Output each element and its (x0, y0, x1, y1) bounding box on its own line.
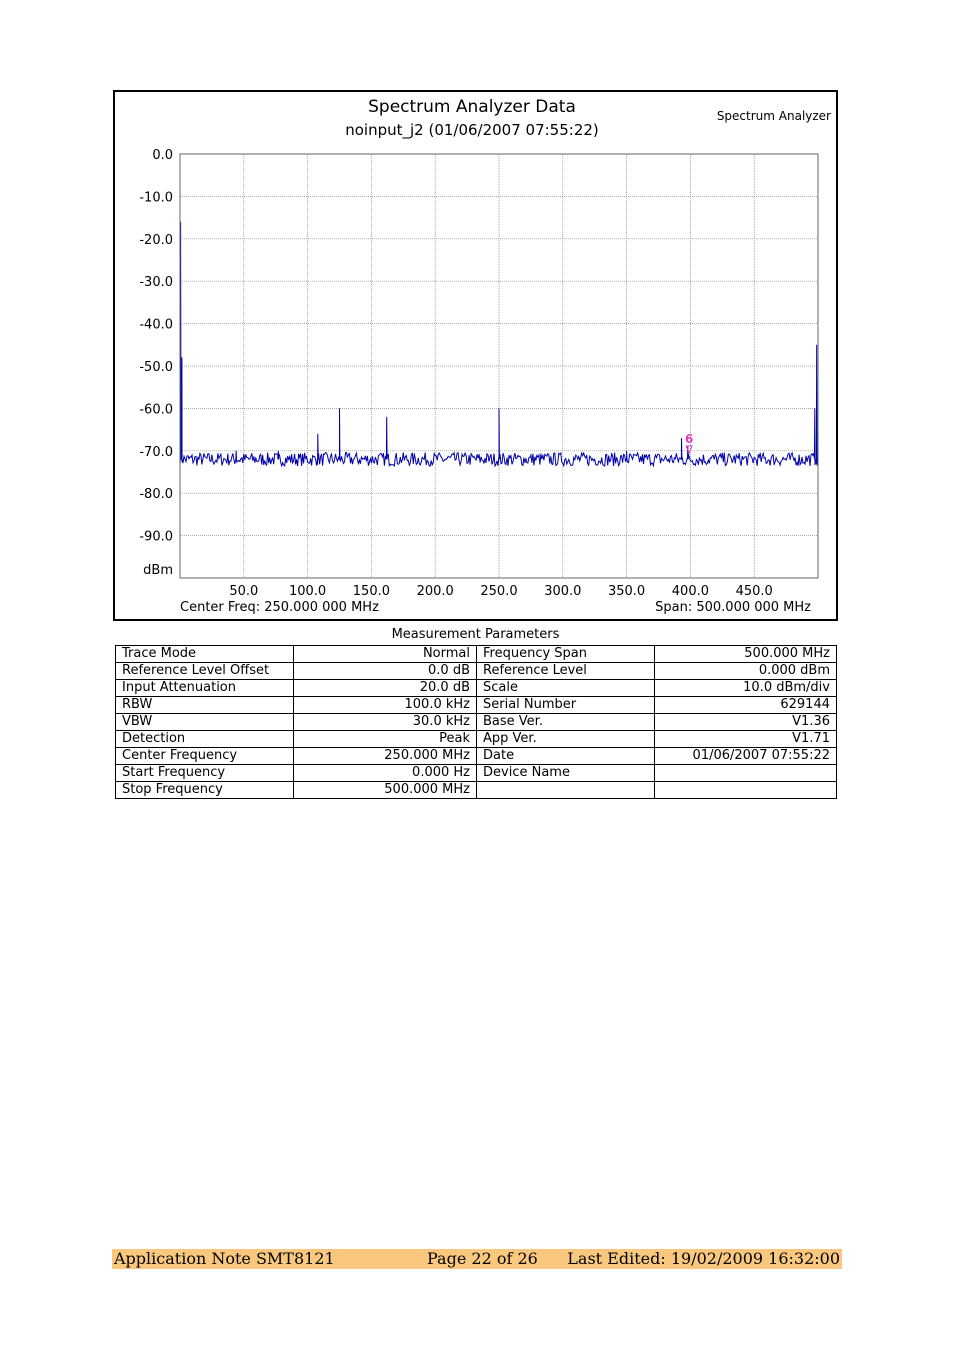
param-value: 0.000 dBm (654, 662, 837, 680)
center-freq-label: Center Freq: 250.000 000 MHz (180, 600, 379, 615)
param-value: Peak (293, 730, 477, 748)
y-tick-label: -70.0 (139, 445, 173, 460)
x-tick-label: 450.0 (736, 584, 773, 599)
param-name: Device Name (476, 764, 655, 782)
chart-trace-layer: 6 (179, 221, 819, 468)
x-tick-label: 350.0 (608, 584, 645, 599)
param-name: Reference Level (476, 662, 655, 680)
table-row: Trace Mode Normal Frequency Span 500.000 MH… (115, 645, 837, 663)
param-value: 10.0 dBm/div (654, 679, 837, 697)
span-label: Span: 500.000 000 MHz (655, 600, 811, 615)
param-value: 500.000 MHz (654, 645, 837, 663)
param-value (654, 764, 837, 782)
spectrum-chart-svg: Spectrum Analyzer Data noinput_j2 (01/06… (139, 97, 831, 615)
params-title: Measurement Parameters (391, 627, 560, 642)
param-name: VBW (115, 713, 294, 731)
chart-title: Spectrum Analyzer Data (368, 97, 576, 117)
param-value (654, 781, 837, 799)
table-row: Reference Level Offset 0.0 dB Reference Le… (115, 662, 837, 680)
table-row: Start Frequency 0.000 Hz Device Name (115, 764, 837, 782)
param-name: Reference Level Offset (115, 662, 294, 680)
param-value: 629144 (654, 696, 837, 714)
x-tick-label: 400.0 (672, 584, 709, 599)
param-value: 100.0 kHz (293, 696, 477, 714)
chart-tick-labels: 50.0 100.0 150.0 200.0 250.0 300.0 350.0 400.0 4… (139, 148, 772, 599)
param-value: 20.0 dB (293, 679, 477, 697)
y-tick-label: -10.0 (139, 190, 173, 205)
param-value: V1.36 (654, 713, 837, 731)
x-tick-label: 200.0 (417, 584, 454, 599)
param-value: V1.71 (654, 730, 837, 748)
y-tick-label: -90.0 (139, 530, 173, 545)
param-value: 30.0 kHz (293, 713, 477, 731)
marker-label: 6 (685, 432, 693, 446)
param-name: RBW (115, 696, 294, 714)
footer-page-number: Page 22 of 26 (427, 1249, 538, 1268)
param-name: Serial Number (476, 696, 655, 714)
footer-last-edited: Last Edited: 19/02/2009 16:32:00 (567, 1249, 840, 1268)
chart-grid (180, 153, 818, 578)
marker-triangle-icon (685, 445, 693, 455)
param-name: Input Attenuation (115, 679, 294, 697)
param-name: Center Frequency (115, 747, 294, 765)
chart-brand: Spectrum Analyzer (717, 109, 831, 123)
table-row: VBW 30.0 kHz Base Ver. V1.36 (115, 713, 837, 731)
footer-doc-name: Application Note SMT8121 (114, 1249, 335, 1268)
table-row: Center Frequency 250.000 MHz Date 01/06/200… (115, 747, 837, 765)
param-name (476, 781, 655, 799)
y-unit-label: dBm (143, 563, 173, 578)
x-tick-label: 50.0 (229, 584, 258, 599)
measurement-parameters-table: Trace Mode Normal Frequency Span 500.000 MH… (115, 645, 837, 799)
param-name: Start Frequency (115, 764, 294, 782)
page-footer: Application Note SMT8121 Page 22 of 26 L… (112, 1249, 842, 1269)
y-tick-label: -50.0 (139, 360, 173, 375)
param-name: Stop Frequency (115, 781, 294, 799)
param-name: Date (476, 747, 655, 765)
param-value: Normal (293, 645, 477, 663)
table-row: RBW 100.0 kHz Serial Number 629144 (115, 696, 837, 714)
param-name: Scale (476, 679, 655, 697)
plot-area-border (179, 153, 819, 579)
param-value: 01/06/2007 07:55:22 (654, 747, 837, 765)
y-tick-label: -30.0 (139, 275, 173, 290)
spectrum-chart: Spectrum Analyzer Data noinput_j2 (01/06… (113, 90, 838, 621)
param-name: Trace Mode (115, 645, 294, 663)
chart-subtitle: noinput_j2 (01/06/2007 07:55:22) (345, 121, 599, 140)
param-value: 500.000 MHz (293, 781, 477, 799)
param-name: Base Ver. (476, 713, 655, 731)
y-tick-label: -60.0 (139, 402, 173, 417)
spectrum-trace (179, 221, 819, 468)
y-tick-label: 0.0 (152, 148, 173, 163)
y-tick-label: -40.0 (139, 318, 173, 333)
x-tick-label: 300.0 (544, 584, 581, 599)
x-tick-label: 150.0 (353, 584, 390, 599)
x-tick-label: 100.0 (289, 584, 326, 599)
param-name: Frequency Span (476, 645, 655, 663)
x-tick-label: 250.0 (480, 584, 517, 599)
table-row: Stop Frequency 500.000 MHz (115, 781, 837, 799)
param-value: 0.000 Hz (293, 764, 477, 782)
param-name: App Ver. (476, 730, 655, 748)
param-value: 0.0 dB (293, 662, 477, 680)
table-row: Detection Peak App Ver. V1.71 (115, 730, 837, 748)
param-value: 250.000 MHz (293, 747, 477, 765)
param-name: Detection (115, 730, 294, 748)
y-tick-label: -80.0 (139, 487, 173, 502)
table-row: Input Attenuation 20.0 dB Scale 10.0 dBm/di… (115, 679, 837, 697)
y-tick-label: -20.0 (139, 233, 173, 248)
